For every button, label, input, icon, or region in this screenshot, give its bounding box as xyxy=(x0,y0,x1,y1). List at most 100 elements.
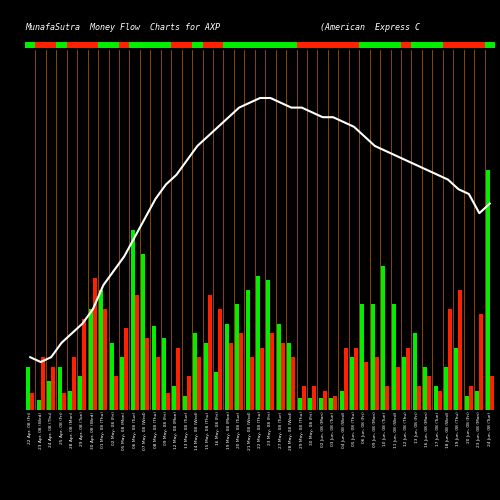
Bar xyxy=(260,348,264,410)
Bar xyxy=(234,42,244,48)
Bar xyxy=(322,391,326,410)
Bar xyxy=(171,42,181,48)
Bar xyxy=(288,343,292,410)
Bar xyxy=(266,280,270,410)
Bar xyxy=(36,42,46,48)
Bar xyxy=(172,386,176,410)
Bar xyxy=(88,42,98,48)
Bar xyxy=(145,338,149,410)
Bar xyxy=(134,295,138,410)
Bar xyxy=(26,367,30,410)
Bar xyxy=(183,396,187,410)
Bar xyxy=(162,338,166,410)
Bar xyxy=(108,42,119,48)
Bar xyxy=(110,343,114,410)
Bar xyxy=(46,42,56,48)
Bar xyxy=(89,309,93,410)
Bar xyxy=(453,42,464,48)
Bar xyxy=(182,42,192,48)
Bar xyxy=(401,42,411,48)
Bar xyxy=(36,400,40,410)
Bar xyxy=(308,398,312,410)
Bar xyxy=(202,42,213,48)
Bar xyxy=(224,324,228,410)
Bar xyxy=(204,343,208,410)
Bar xyxy=(72,357,76,410)
Bar xyxy=(416,386,420,410)
Bar xyxy=(62,393,66,410)
Bar xyxy=(194,333,198,410)
Bar xyxy=(448,309,452,410)
Bar xyxy=(422,42,432,48)
Bar xyxy=(344,348,347,410)
Bar xyxy=(340,391,344,410)
Bar xyxy=(130,42,140,48)
Bar xyxy=(382,266,386,410)
Bar xyxy=(228,343,232,410)
Bar xyxy=(208,295,212,410)
Bar xyxy=(40,357,44,410)
Bar xyxy=(198,357,202,410)
Bar xyxy=(486,170,490,410)
Bar xyxy=(276,42,286,48)
Bar xyxy=(464,42,474,48)
Bar xyxy=(119,42,130,48)
Bar xyxy=(427,376,431,410)
Bar xyxy=(192,42,202,48)
Bar xyxy=(329,398,333,410)
Bar xyxy=(312,386,316,410)
Bar xyxy=(250,357,254,410)
Bar xyxy=(78,376,82,410)
Bar xyxy=(82,319,86,410)
Bar xyxy=(277,324,281,410)
Bar xyxy=(150,42,161,48)
Bar xyxy=(161,42,171,48)
Bar xyxy=(156,357,160,410)
Bar xyxy=(490,376,494,410)
Bar xyxy=(130,230,134,410)
Bar xyxy=(93,278,97,410)
Bar xyxy=(380,42,390,48)
Bar xyxy=(350,357,354,410)
Bar xyxy=(120,357,124,410)
Bar xyxy=(307,42,318,48)
Bar xyxy=(443,42,453,48)
Bar xyxy=(239,333,243,410)
Bar xyxy=(30,393,34,410)
Bar xyxy=(244,42,255,48)
Bar xyxy=(213,42,224,48)
Bar xyxy=(386,386,390,410)
Bar xyxy=(67,42,77,48)
Bar xyxy=(412,42,422,48)
Bar xyxy=(469,386,473,410)
Bar xyxy=(56,42,67,48)
Bar xyxy=(338,42,349,48)
Bar xyxy=(465,396,469,410)
Bar xyxy=(359,42,370,48)
Bar xyxy=(454,348,458,410)
Bar xyxy=(406,348,410,410)
Bar xyxy=(458,290,462,410)
Bar xyxy=(68,391,72,410)
Bar xyxy=(423,367,427,410)
Bar xyxy=(281,343,285,410)
Bar xyxy=(349,42,359,48)
Bar xyxy=(255,42,265,48)
Bar xyxy=(296,42,307,48)
Bar xyxy=(292,357,296,410)
Bar xyxy=(480,314,484,410)
Bar xyxy=(328,42,338,48)
Bar xyxy=(333,396,337,410)
Bar xyxy=(371,304,375,410)
Bar xyxy=(218,309,222,410)
Bar xyxy=(438,391,442,410)
Bar xyxy=(286,42,296,48)
Bar xyxy=(298,398,302,410)
Bar xyxy=(364,362,368,410)
Bar xyxy=(484,42,495,48)
Bar xyxy=(224,42,234,48)
Bar xyxy=(396,367,400,410)
Bar xyxy=(370,42,380,48)
Bar xyxy=(235,304,239,410)
Bar xyxy=(166,393,170,410)
